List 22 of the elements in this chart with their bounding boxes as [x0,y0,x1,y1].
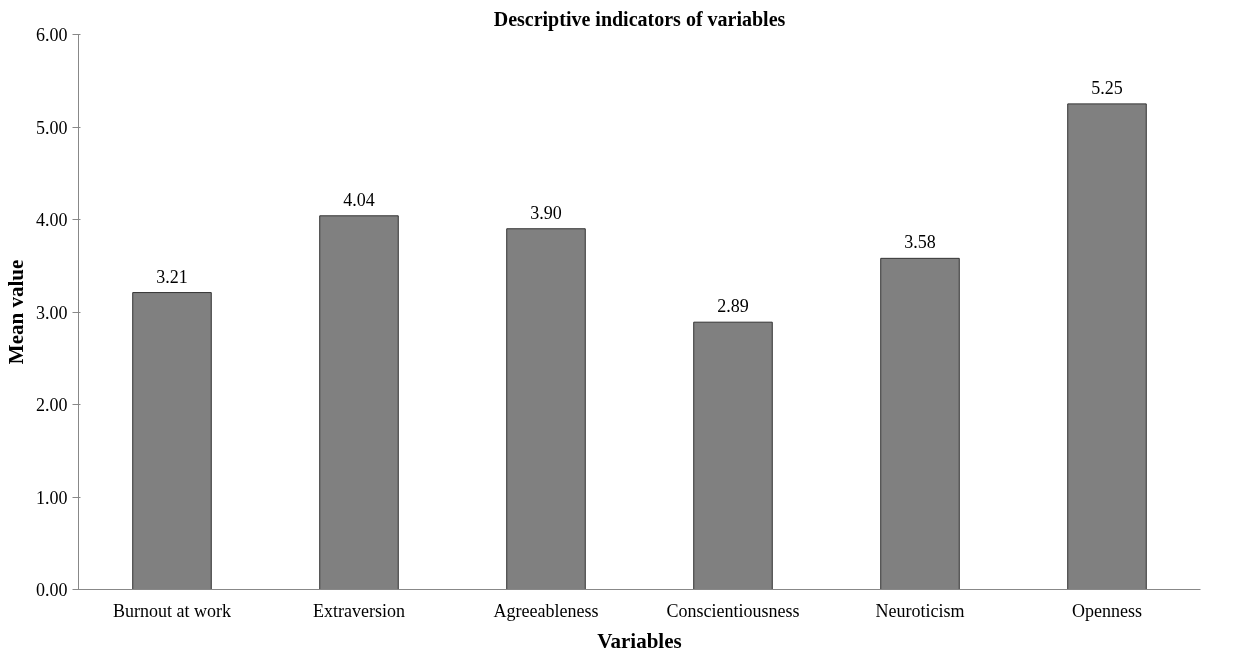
x-tick-label: Openness [1072,600,1143,621]
data-label: 2.89 [717,296,749,317]
x-tick-label: Extraversion [313,600,405,621]
x-tick-label: Burnout at work [113,600,231,621]
x-axis-title: Variables [597,628,682,653]
data-label: 3.58 [904,232,936,253]
data-label: 3.21 [156,266,188,287]
y-tick-label: 2.00 [36,395,68,415]
y-tick-label: 4.00 [36,210,68,230]
y-tick-label: 1.00 [36,487,68,508]
x-tick-label: Agreeableness [493,600,599,621]
y-axis-title: Mean value [4,259,28,365]
y-tick-label: 6.00 [36,25,68,45]
x-tick-label: Conscientiousness [666,600,800,621]
y-tick-label: 3.00 [36,302,68,323]
data-label: 3.90 [530,202,562,223]
chart-title: Descriptive indicators of variables [493,7,786,31]
data-label: 4.04 [343,189,375,210]
y-tick-label: 0.00 [36,580,68,600]
x-tick-label: Neuroticism [875,600,965,621]
data-label: 5.25 [1091,77,1123,98]
y-tick-label: 5.00 [36,117,68,138]
